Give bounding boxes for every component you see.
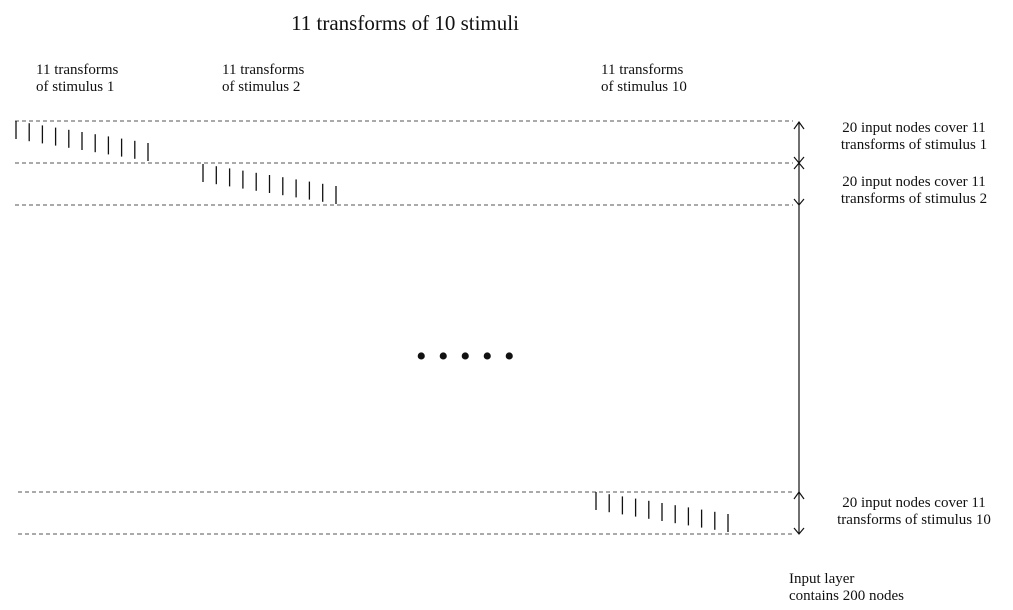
column-label-stimulus-1: 11 transforms of stimulus 1: [36, 62, 119, 95]
arrow-up-icon: [793, 162, 805, 170]
diagram-title: 11 transforms of 10 stimuli: [291, 11, 519, 35]
transform-ticks-stimulus-2: [202, 164, 337, 204]
transform-ticks-stimulus-10: [595, 492, 729, 532]
arrow-down-icon: [793, 527, 805, 535]
input-layer-caption: Input layer contains 200 nodes: [789, 571, 904, 604]
arrow-down-icon: [793, 198, 805, 206]
column-label-stimulus-2: 11 transforms of stimulus 2: [222, 62, 305, 95]
group-boundaries: [15, 120, 793, 535]
vertical-span-arrow: [793, 120, 805, 535]
ellipsis-dots: • • • • •: [416, 340, 517, 373]
transform-ticks-stimulus-1: [15, 121, 149, 161]
group-label-stimulus-2: 20 input nodes cover 11 transforms of st…: [840, 174, 988, 207]
column-label-stimulus-10: 11 transforms of stimulus 10: [601, 62, 687, 95]
arrow-up-icon: [793, 490, 805, 500]
group-label-stimulus-10: 20 input nodes cover 11 transforms of st…: [837, 495, 991, 528]
arrow-up-icon: [793, 120, 805, 130]
group-label-stimulus-1: 20 input nodes cover 11 transforms of st…: [840, 120, 988, 153]
